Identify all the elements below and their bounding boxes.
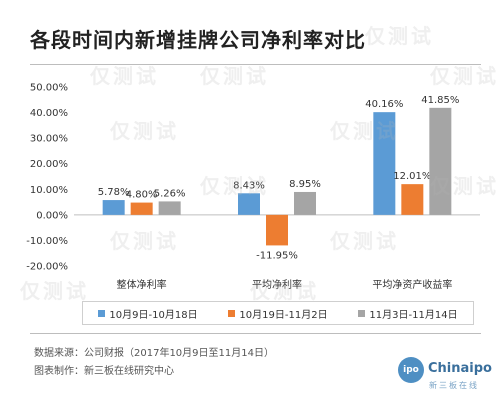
y-tick-label: 50.00%: [30, 83, 68, 94]
legend-swatch: [228, 309, 236, 317]
bar: [158, 201, 181, 215]
bar: [102, 200, 125, 215]
footer-divider: [30, 333, 481, 334]
bar: [294, 191, 316, 215]
legend-swatch: [98, 309, 106, 317]
data-source-note: 数据来源：公司财报（2017年10月9日至11月14日）: [34, 348, 274, 359]
legend-label: 10月19日-11月2日: [239, 309, 328, 321]
bar: [373, 112, 396, 215]
logo-badge: ipo: [398, 357, 424, 383]
category-label: 整体净利率: [117, 278, 167, 291]
y-tick-label: -20.00%: [26, 262, 68, 273]
y-tick-label: 0.00%: [36, 210, 68, 221]
data-label: 8.43%: [233, 180, 265, 191]
legend-label: 10月9日-10月18日: [109, 309, 198, 321]
data-label: 40.16%: [365, 99, 403, 110]
data-label: 41.85%: [421, 95, 459, 106]
legend-item: 11月3日-11月14日: [358, 306, 458, 321]
chart-title: 各段时间内新增挂牌公司净利率对比: [30, 28, 366, 52]
data-label: 4.80%: [126, 190, 158, 201]
y-tick-label: 10.00%: [30, 185, 68, 196]
legend-item: 10月19日-11月2日: [228, 306, 328, 321]
bar: [130, 202, 153, 215]
data-label: 5.26%: [154, 188, 186, 199]
legend-swatch: [358, 309, 366, 317]
bar: [401, 184, 424, 215]
bar: [238, 193, 260, 215]
bar: [266, 214, 288, 246]
y-tick-label: 30.00%: [30, 134, 68, 145]
chart-maker-note: 图表制作：新三板在线研究中心: [34, 366, 174, 377]
title-divider: [30, 64, 481, 65]
category-label: 平均净利率: [252, 278, 302, 291]
y-tick-label: 20.00%: [30, 159, 68, 170]
data-label: 5.78%: [98, 187, 130, 198]
legend-item: 10月9日-10月18日: [98, 306, 198, 321]
category-label: 平均净资产收益率: [372, 278, 452, 291]
logo-name: Chinaipo: [428, 361, 492, 376]
data-label: 8.95%: [289, 179, 321, 190]
bar: [429, 107, 452, 215]
data-label: -11.95%: [256, 250, 298, 261]
chinaipo-logo: ipo Chinaipo 新三板在线: [398, 355, 492, 400]
chart-legend: 10月9日-10月18日 10月19日-11月2日 11月3日-11月14日: [82, 301, 474, 325]
legend-label: 11月3日-11月14日: [369, 309, 458, 321]
bar-chart: 50.00% 40.00% 30.00% 20.00% 10.00% 0.00% -10.0…: [26, 83, 480, 291]
logo-subtitle: 新三板在线: [429, 381, 479, 390]
y-tick-label: 40.00%: [30, 108, 68, 119]
y-tick-label: -10.00%: [26, 236, 68, 247]
data-label: 12.01%: [393, 171, 431, 182]
